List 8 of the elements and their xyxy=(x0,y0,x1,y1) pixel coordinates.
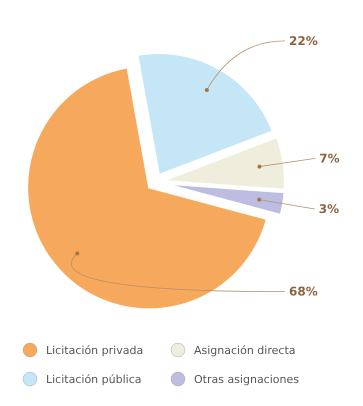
data-label: 3% xyxy=(318,202,340,216)
legend-label: Licitación pública xyxy=(46,373,142,386)
data-label: 68% xyxy=(289,284,318,299)
legend-label: Otras asignaciones xyxy=(194,373,300,386)
legend-label: Asignación directa xyxy=(194,344,296,357)
legend-label: Licitación privada xyxy=(46,344,144,357)
data-label: 22% xyxy=(289,34,318,48)
data-label: 7% xyxy=(319,151,340,166)
